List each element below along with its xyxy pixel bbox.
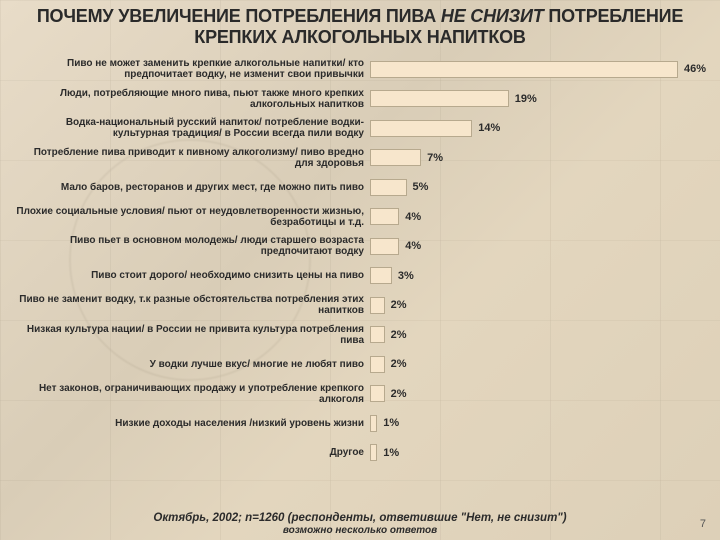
- bar-shell: 7%: [370, 149, 706, 166]
- bar-shell: 3%: [370, 267, 706, 284]
- bar-shell: 2%: [370, 326, 706, 343]
- value-label: 14%: [478, 122, 500, 134]
- bar: [370, 415, 377, 432]
- bar-row: Пиво не может заменить крепкие алкогольн…: [14, 54, 706, 84]
- bar-row: Другое 1%: [14, 438, 706, 468]
- bar-row: Мало баров, ресторанов и других мест, гд…: [14, 172, 706, 202]
- bar-row: Низкая культура нации/ в России не приви…: [14, 320, 706, 350]
- bar-row: Низкие доходы населения /низкий уровень …: [14, 408, 706, 438]
- category-label: Мало баров, ресторанов и других мест, гд…: [14, 182, 370, 193]
- bar-row: Пиво пьет в основном молодежь/ люди стар…: [14, 231, 706, 261]
- category-label: Пиво не может заменить крепкие алкогольн…: [14, 58, 370, 80]
- chart-title: ПОЧЕМУ УВЕЛИЧЕНИЕ ПОТРЕБЛЕНИЯ ПИВА НЕ СН…: [14, 6, 706, 48]
- bar-shell: 2%: [370, 297, 706, 314]
- bar: [370, 356, 385, 373]
- bar-chart: Пиво не может заменить крепкие алкогольн…: [14, 54, 706, 510]
- value-label: 1%: [383, 417, 399, 429]
- value-label: 7%: [427, 152, 443, 164]
- value-label: 2%: [391, 329, 407, 341]
- category-label: Плохие социальные условия/ пьют от неудо…: [14, 206, 370, 228]
- bar-row: Нет законов, ограничивающих продажу и уп…: [14, 379, 706, 409]
- value-label: 2%: [391, 358, 407, 370]
- category-label: Потребление пива приводит к пивному алко…: [14, 147, 370, 169]
- footnote: возможно несколько ответов: [14, 525, 706, 536]
- category-label: Низкая культура нации/ в России не приви…: [14, 324, 370, 346]
- title-emphasis: НЕ СНИЗИТ: [441, 6, 544, 26]
- bar: [370, 326, 385, 343]
- bar-shell: 1%: [370, 444, 706, 461]
- bar: [370, 385, 385, 402]
- bar: [370, 90, 509, 107]
- category-label: Пиво не заменит водку, т.к разные обстоя…: [14, 294, 370, 316]
- value-label: 4%: [405, 211, 421, 223]
- category-label: Пиво пьет в основном молодежь/ люди стар…: [14, 235, 370, 257]
- bar-shell: 2%: [370, 356, 706, 373]
- bar: [370, 61, 678, 78]
- bar-shell: 19%: [370, 90, 706, 107]
- category-label: Низкие доходы населения /низкий уровень …: [14, 418, 370, 429]
- bar-row: Пиво не заменит водку, т.к разные обстоя…: [14, 290, 706, 320]
- bar-shell: 46%: [370, 61, 706, 78]
- category-label: У водки лучше вкус/ многие не любят пиво: [14, 359, 370, 370]
- value-label: 5%: [413, 181, 429, 193]
- category-label: Нет законов, ограничивающих продажу и уп…: [14, 383, 370, 405]
- category-label: Другое: [14, 447, 370, 458]
- bar: [370, 179, 407, 196]
- bar-row: Люди, потребляющие много пива, пьют такж…: [14, 84, 706, 114]
- category-label: Люди, потребляющие много пива, пьют такж…: [14, 88, 370, 110]
- bar: [370, 444, 377, 461]
- bar-shell: 1%: [370, 415, 706, 432]
- bar: [370, 120, 472, 137]
- bar-shell: 14%: [370, 120, 706, 137]
- title-part1: ПОЧЕМУ УВЕЛИЧЕНИЕ ПОТРЕБЛЕНИЯ ПИВА: [37, 6, 441, 26]
- value-label: 46%: [684, 63, 706, 75]
- bar-row: Водка-национальный русский напиток/ потр…: [14, 113, 706, 143]
- bar-shell: 2%: [370, 385, 706, 402]
- bar-shell: 5%: [370, 179, 706, 196]
- bar: [370, 267, 392, 284]
- bar-shell: 4%: [370, 238, 706, 255]
- bar-row: Пиво стоит дорого/ необходимо снизить це…: [14, 261, 706, 291]
- bar-shell: 4%: [370, 208, 706, 225]
- page-number: 7: [700, 518, 706, 530]
- category-label: Пиво стоит дорого/ необходимо снизить це…: [14, 270, 370, 281]
- bar-row: У водки лучше вкус/ многие не любят пиво…: [14, 349, 706, 379]
- source-line: Октябрь, 2002; n=1260 (респонденты, отве…: [14, 512, 706, 524]
- value-label: 3%: [398, 270, 414, 282]
- value-label: 4%: [405, 240, 421, 252]
- value-label: 1%: [383, 447, 399, 459]
- bar: [370, 208, 399, 225]
- value-label: 2%: [391, 299, 407, 311]
- bar: [370, 297, 385, 314]
- chart-footer: Октябрь, 2002; n=1260 (респонденты, отве…: [14, 512, 706, 536]
- bar: [370, 149, 421, 166]
- bar-row: Потребление пива приводит к пивному алко…: [14, 143, 706, 173]
- category-label: Водка-национальный русский напиток/ потр…: [14, 117, 370, 139]
- value-label: 2%: [391, 388, 407, 400]
- bar: [370, 238, 399, 255]
- value-label: 19%: [515, 93, 537, 105]
- bar-row: Плохие социальные условия/ пьют от неудо…: [14, 202, 706, 232]
